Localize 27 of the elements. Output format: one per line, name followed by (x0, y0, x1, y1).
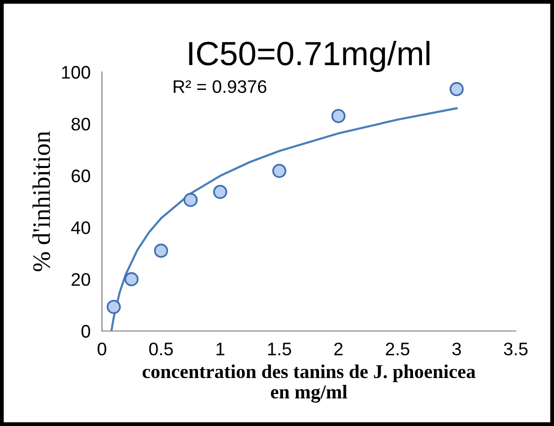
y-tick-label: 80 (72, 118, 90, 131)
y-axis-title: % d'inhibition (32, 131, 50, 272)
point (154, 244, 168, 258)
point (124, 272, 139, 286)
x-tick-label: 0 (98, 342, 106, 356)
y-tick-label: 100 (62, 66, 90, 79)
line-series (110, 107, 458, 331)
y-tick-label: 60 (72, 170, 90, 182)
x-tick-label: 2 (334, 342, 343, 356)
x-tick-label: 2.5 (386, 342, 410, 356)
x-tick-label: 1.5 (268, 342, 292, 356)
x-tick-label: 3 (452, 342, 461, 356)
x-tick-label: 0.5 (149, 342, 173, 356)
point (184, 192, 198, 207)
point (272, 164, 286, 178)
point (331, 108, 346, 124)
chart-title: IC50=0.71mg/ml (189, 40, 430, 72)
y-tick-label: 0 (81, 324, 90, 338)
point (106, 300, 121, 314)
y-tick-label: 40 (71, 221, 90, 234)
point (450, 82, 464, 96)
annotation: R² = 0.9376 (174, 80, 266, 94)
point (213, 184, 228, 199)
x-axis-title: concentration des tanins de J. phoenicea en mg/ml (142, 364, 476, 403)
x-tick-label: 1 (216, 342, 224, 356)
y-tick-label: 20 (72, 273, 90, 286)
x-tick-label: 3.5 (504, 342, 528, 356)
